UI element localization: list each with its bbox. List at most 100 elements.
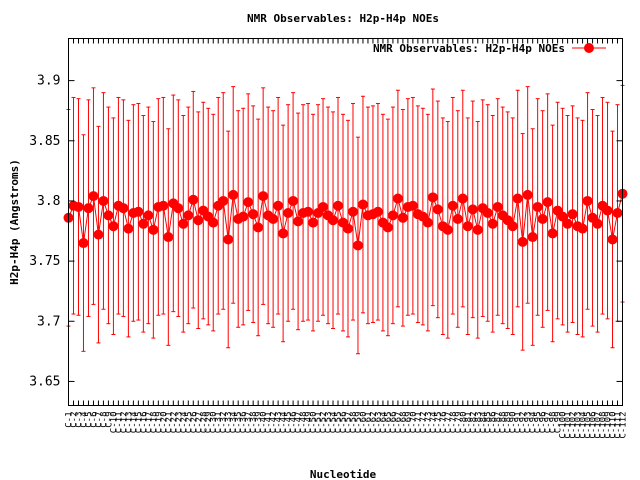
x-tick-label: C-18 bbox=[149, 412, 159, 434]
x-tick-label: C-13 bbox=[124, 412, 134, 434]
data-point bbox=[457, 193, 468, 204]
x-tick-label: C-57 bbox=[344, 412, 354, 434]
data-point bbox=[397, 212, 408, 223]
data-point bbox=[173, 203, 184, 214]
x-tick-label: C-39 bbox=[254, 412, 264, 434]
data-point bbox=[407, 200, 418, 211]
x-tick-label: C-83 bbox=[474, 412, 484, 434]
data-point bbox=[577, 223, 588, 234]
data-point bbox=[293, 216, 304, 227]
x-tick-label: C-52 bbox=[319, 412, 329, 434]
x-tick-label: C-19 bbox=[154, 412, 164, 434]
data-point bbox=[283, 207, 294, 218]
data-point bbox=[537, 213, 548, 224]
data-point bbox=[562, 218, 573, 229]
data-point bbox=[148, 224, 159, 235]
data-point bbox=[507, 221, 518, 232]
x-tick-label: C-67 bbox=[394, 412, 404, 434]
x-tick-label: C-40 bbox=[259, 412, 269, 434]
x-tick-label: C-14 bbox=[129, 412, 139, 434]
data-point bbox=[482, 207, 493, 218]
x-tick-label: C-110 bbox=[609, 412, 619, 439]
data-point bbox=[193, 215, 204, 226]
y-axis-label: H2p-H4p (Angstroms) bbox=[8, 159, 21, 285]
x-tick-label: C-23 bbox=[174, 412, 184, 434]
x-tick-label: C-68 bbox=[399, 412, 409, 434]
data-point bbox=[278, 228, 289, 239]
x-tick-label: C-85 bbox=[484, 412, 494, 434]
x-tick-label: C-77 bbox=[444, 412, 454, 434]
x-tick-label: C-78 bbox=[449, 412, 459, 434]
data-point bbox=[512, 193, 523, 204]
data-point bbox=[557, 211, 568, 222]
x-tick-label: C-63 bbox=[374, 412, 384, 434]
x-tick-label: C-91 bbox=[514, 412, 524, 434]
x-tick-label: C-106 bbox=[589, 412, 599, 439]
data-point bbox=[273, 200, 284, 211]
x-tick-label: C-22 bbox=[169, 412, 179, 434]
data-layer bbox=[63, 84, 628, 355]
data-point bbox=[328, 215, 339, 226]
data-point bbox=[188, 194, 199, 205]
data-point bbox=[522, 189, 533, 200]
x-tick-label: C-33 bbox=[224, 412, 234, 434]
data-point bbox=[88, 191, 99, 202]
x-tick-label: C-81 bbox=[464, 412, 474, 434]
data-point bbox=[118, 203, 129, 214]
x-tick-label: C-27 bbox=[194, 412, 204, 434]
x-tick-label: C-28 bbox=[199, 412, 209, 434]
data-point bbox=[208, 217, 219, 228]
legend-label: NMR Observables: H2p-H4p NOEs bbox=[373, 42, 565, 55]
data-point bbox=[592, 218, 603, 229]
x-tick-label: C-66 bbox=[389, 412, 399, 434]
data-point bbox=[342, 223, 353, 234]
x-tick-label: C-61 bbox=[364, 412, 374, 434]
data-point bbox=[567, 209, 578, 220]
x-tick-label: C-95 bbox=[534, 412, 544, 434]
data-point bbox=[357, 199, 368, 210]
data-point bbox=[73, 201, 84, 212]
x-tick-label: C-86 bbox=[489, 412, 499, 434]
data-point bbox=[432, 204, 443, 215]
x-tick-label: C-79 bbox=[454, 412, 464, 434]
x-tick-label: C-6 bbox=[89, 412, 99, 428]
x-tick-label: C-90 bbox=[509, 412, 519, 434]
x-tick-label: C-73 bbox=[424, 412, 434, 434]
data-point bbox=[492, 201, 503, 212]
data-point bbox=[243, 197, 254, 208]
x-tick-label: C-112 bbox=[619, 412, 629, 439]
data-point bbox=[612, 207, 623, 218]
y-tick-label: 3.75 bbox=[29, 254, 60, 269]
x-tick-label: C-58 bbox=[349, 412, 359, 434]
x-tick-label: C-76 bbox=[439, 412, 449, 434]
x-tick-label: C-97 bbox=[544, 412, 554, 434]
x-tick-label: C-71 bbox=[414, 412, 424, 434]
x-tick-label: C-108 bbox=[599, 412, 609, 439]
x-tick-label: C-17 bbox=[144, 412, 154, 434]
data-point bbox=[228, 189, 239, 200]
x-tick-label: C-41 bbox=[264, 412, 274, 434]
x-tick-label: C-69 bbox=[404, 412, 414, 434]
x-tick-label: C-8 bbox=[99, 412, 109, 428]
x-tick-label: C-96 bbox=[539, 412, 549, 434]
x-tick-label: C-1 bbox=[65, 412, 75, 428]
data-point bbox=[547, 228, 558, 239]
x-tick-label: C-84 bbox=[479, 412, 489, 434]
x-tick-label: C-93 bbox=[524, 412, 534, 434]
x-tick-label: C-11 bbox=[114, 412, 124, 434]
x-tick-label: C-98 bbox=[549, 412, 559, 434]
x-tick-label: C-48 bbox=[299, 412, 309, 434]
data-point bbox=[487, 218, 498, 229]
x-tick-label: C-50 bbox=[309, 412, 319, 434]
x-tick-label: C-46 bbox=[289, 412, 299, 434]
x-tick-label: C-74 bbox=[429, 412, 439, 434]
data-point bbox=[158, 200, 169, 211]
x-tick-label: C-88 bbox=[499, 412, 509, 434]
data-point bbox=[382, 222, 393, 233]
x-tick-label: C-59 bbox=[354, 412, 364, 434]
x-tick-label: C-25 bbox=[184, 412, 194, 434]
x-tick-label: C-9 bbox=[104, 412, 114, 428]
x-tick-label: C-26 bbox=[189, 412, 199, 434]
x-tick-label: C-45 bbox=[284, 412, 294, 434]
x-tick-label: C-60 bbox=[359, 412, 369, 434]
